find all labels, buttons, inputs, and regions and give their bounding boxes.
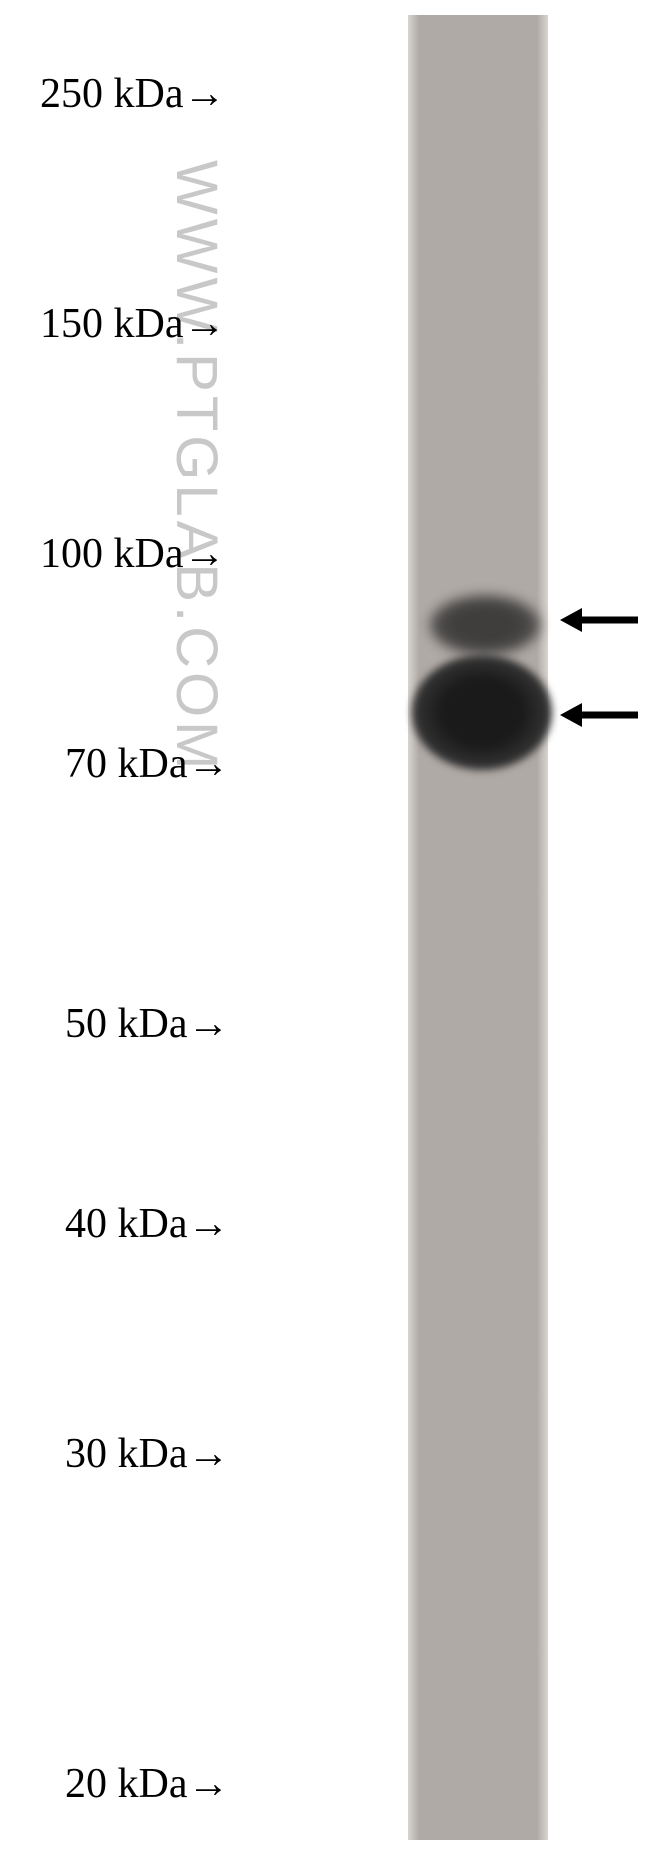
mw-marker-label: 100 kDa xyxy=(40,531,183,577)
arrow-right-icon: → xyxy=(187,740,229,788)
mw-marker-30-kDa: 30 kDa→ xyxy=(65,1430,229,1478)
mw-marker-70-kDa: 70 kDa→ xyxy=(65,740,229,788)
arrow-left-icon xyxy=(560,605,640,635)
arrow-right-icon: → xyxy=(187,1760,229,1808)
mw-marker-100-kDa: 100 kDa→ xyxy=(40,530,225,578)
protein-band-1 xyxy=(412,655,552,770)
mw-marker-50-kDa: 50 kDa→ xyxy=(65,1000,229,1048)
mw-marker-label: 250 kDa xyxy=(40,71,183,117)
mw-marker-20-kDa: 20 kDa→ xyxy=(65,1760,229,1808)
arrow-left-icon xyxy=(560,700,640,730)
protein-band-0 xyxy=(430,595,540,655)
mw-marker-40-kDa: 40 kDa→ xyxy=(65,1200,229,1248)
arrow-right-icon: → xyxy=(187,1000,229,1048)
arrow-right-icon: → xyxy=(183,300,225,348)
western-blot-figure: WWW.PTGLAB.COM 250 kDa→150 kDa→100 kDa→7… xyxy=(0,0,650,1855)
arrow-right-icon: → xyxy=(187,1200,229,1248)
mw-marker-label: 30 kDa xyxy=(65,1431,187,1477)
mw-marker-label: 40 kDa xyxy=(65,1201,187,1247)
arrow-right-icon: → xyxy=(183,70,225,118)
watermark-text: WWW.PTGLAB.COM xyxy=(163,160,230,773)
mw-marker-label: 50 kDa xyxy=(65,1001,187,1047)
mw-marker-150-kDa: 150 kDa→ xyxy=(40,300,225,348)
mw-marker-label: 20 kDa xyxy=(65,1761,187,1807)
mw-marker-label: 70 kDa xyxy=(65,741,187,787)
band-indicator-arrow-1 xyxy=(560,700,640,730)
blot-lane xyxy=(408,15,548,1840)
arrow-right-icon: → xyxy=(187,1430,229,1478)
mw-marker-250-kDa: 250 kDa→ xyxy=(40,70,225,118)
arrow-right-icon: → xyxy=(183,530,225,578)
mw-marker-label: 150 kDa xyxy=(40,301,183,347)
band-indicator-arrow-0 xyxy=(560,605,640,635)
